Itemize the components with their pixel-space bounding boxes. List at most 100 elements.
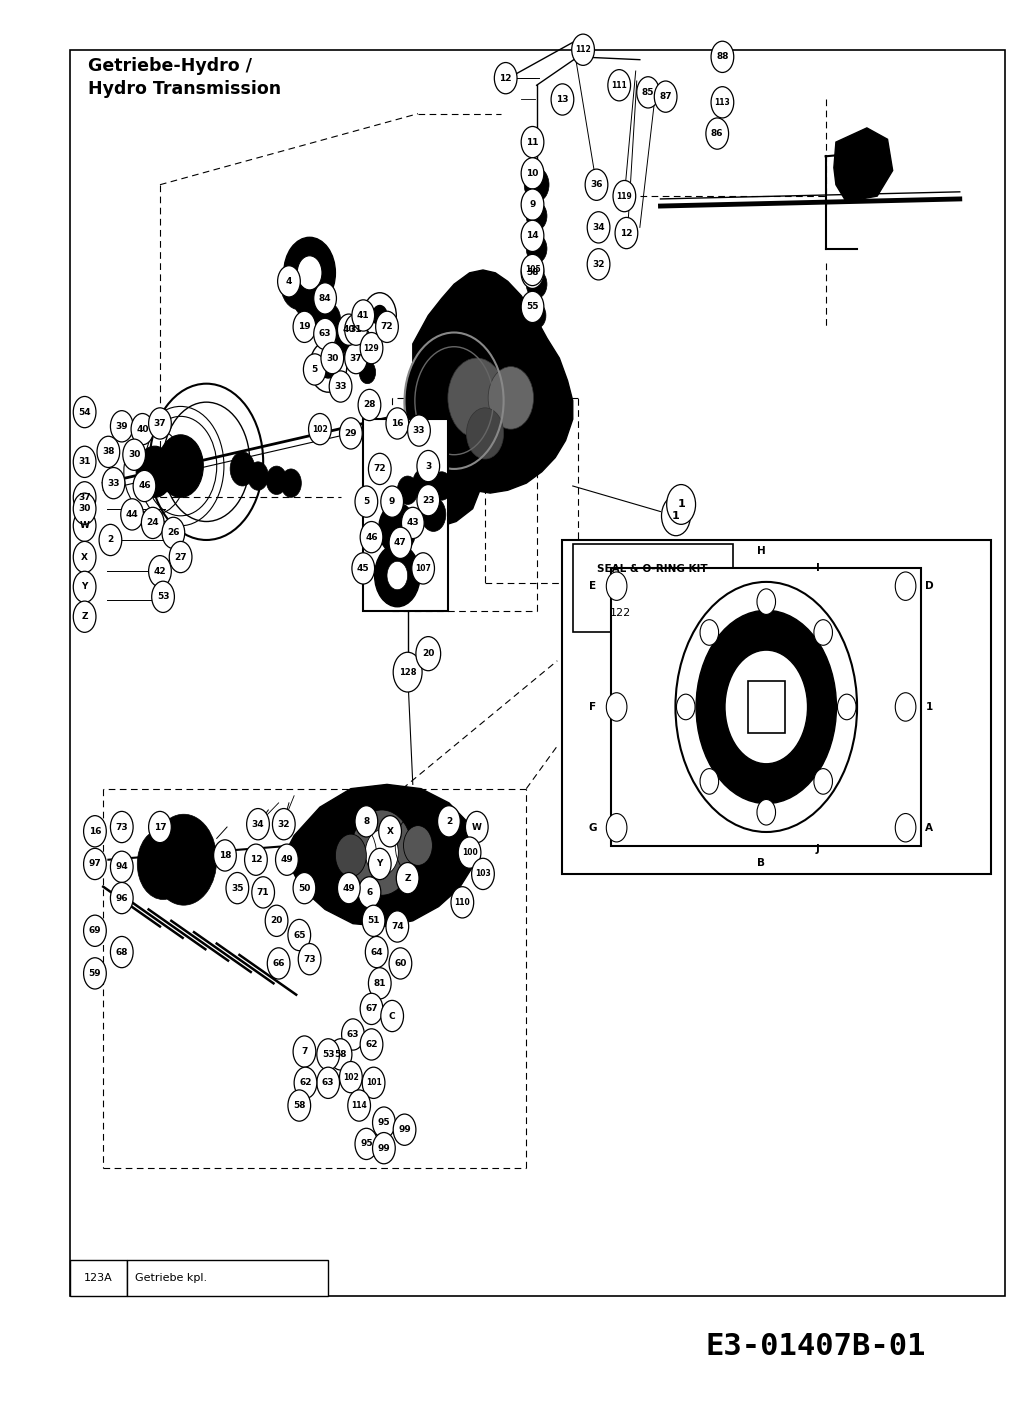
Text: 5: 5 [312,365,318,374]
Circle shape [110,811,133,843]
Circle shape [814,620,833,645]
Bar [573,544,733,632]
Text: 62: 62 [365,1040,378,1049]
Circle shape [110,851,133,882]
Circle shape [355,806,378,837]
Circle shape [73,446,96,477]
Text: 102: 102 [312,425,328,433]
Circle shape [73,482,96,513]
Circle shape [637,77,659,108]
Circle shape [526,270,547,298]
Text: 24: 24 [147,519,159,527]
Circle shape [465,811,488,843]
Circle shape [373,1133,395,1164]
Text: 95: 95 [378,1118,390,1127]
Text: 50: 50 [298,884,311,892]
Text: 72: 72 [381,323,393,331]
Circle shape [527,331,546,357]
Text: 72: 72 [374,465,386,473]
Circle shape [700,769,718,794]
Polygon shape [289,784,477,926]
Text: 16: 16 [391,419,404,428]
Circle shape [521,291,544,323]
Text: 55: 55 [526,303,539,311]
Text: H: H [756,546,766,556]
Circle shape [381,1000,404,1032]
Text: 103: 103 [475,870,491,878]
Text: 32: 32 [592,260,605,269]
Text: J: J [816,844,819,854]
Circle shape [247,809,269,840]
Circle shape [84,915,106,946]
Text: 34: 34 [252,820,264,828]
Circle shape [417,450,440,482]
Circle shape [351,810,413,895]
Text: 59: 59 [89,969,101,978]
Circle shape [293,1036,316,1067]
Bar [70,50,1005,1296]
Circle shape [401,507,424,539]
Text: 47: 47 [394,539,407,547]
Text: 12: 12 [250,855,262,864]
Circle shape [358,877,381,908]
Circle shape [386,911,409,942]
Circle shape [276,844,298,875]
Text: I: I [816,563,819,573]
Text: 6: 6 [366,888,373,897]
Circle shape [152,581,174,612]
Circle shape [451,887,474,918]
Circle shape [310,301,330,330]
Circle shape [110,411,133,442]
Circle shape [521,158,544,189]
Text: 85: 85 [642,88,654,97]
Text: 26: 26 [167,529,180,537]
Text: 20: 20 [422,649,434,658]
Circle shape [329,1039,352,1070]
Circle shape [298,944,321,975]
Text: 99: 99 [378,1144,390,1152]
Circle shape [84,848,106,880]
Text: 39: 39 [116,422,128,431]
Circle shape [386,408,409,439]
Text: SEAL & O-RING KIT: SEAL & O-RING KIT [598,564,708,574]
Text: 51: 51 [367,917,380,925]
Text: Y: Y [377,860,383,868]
Circle shape [73,493,96,524]
Circle shape [526,234,547,263]
Text: 113: 113 [714,98,731,107]
Circle shape [606,693,627,722]
Circle shape [349,344,369,372]
Circle shape [266,466,287,495]
Text: 49: 49 [281,855,293,864]
Circle shape [466,408,504,459]
Text: 13: 13 [556,95,569,104]
Circle shape [412,553,434,584]
Text: 17: 17 [154,823,166,831]
Text: 46: 46 [138,482,151,490]
Text: 107: 107 [415,564,431,573]
Circle shape [352,300,375,331]
Circle shape [521,189,544,220]
Text: 110: 110 [454,898,471,907]
Circle shape [587,249,610,280]
Text: 128: 128 [399,668,416,676]
Text: 105: 105 [524,266,541,274]
Circle shape [102,468,125,499]
Circle shape [303,354,326,385]
Text: 34: 34 [592,223,605,232]
Text: 81: 81 [374,979,386,988]
Circle shape [162,517,185,549]
Circle shape [360,993,383,1025]
Text: 43: 43 [407,519,419,527]
Circle shape [294,1067,317,1098]
Circle shape [161,828,206,891]
Text: 40: 40 [136,425,149,433]
Circle shape [84,958,106,989]
Circle shape [73,571,96,603]
Text: 96: 96 [116,894,128,902]
Circle shape [393,652,422,692]
Circle shape [141,507,164,539]
Circle shape [230,452,255,486]
Text: 38: 38 [102,448,115,456]
Circle shape [416,637,441,671]
